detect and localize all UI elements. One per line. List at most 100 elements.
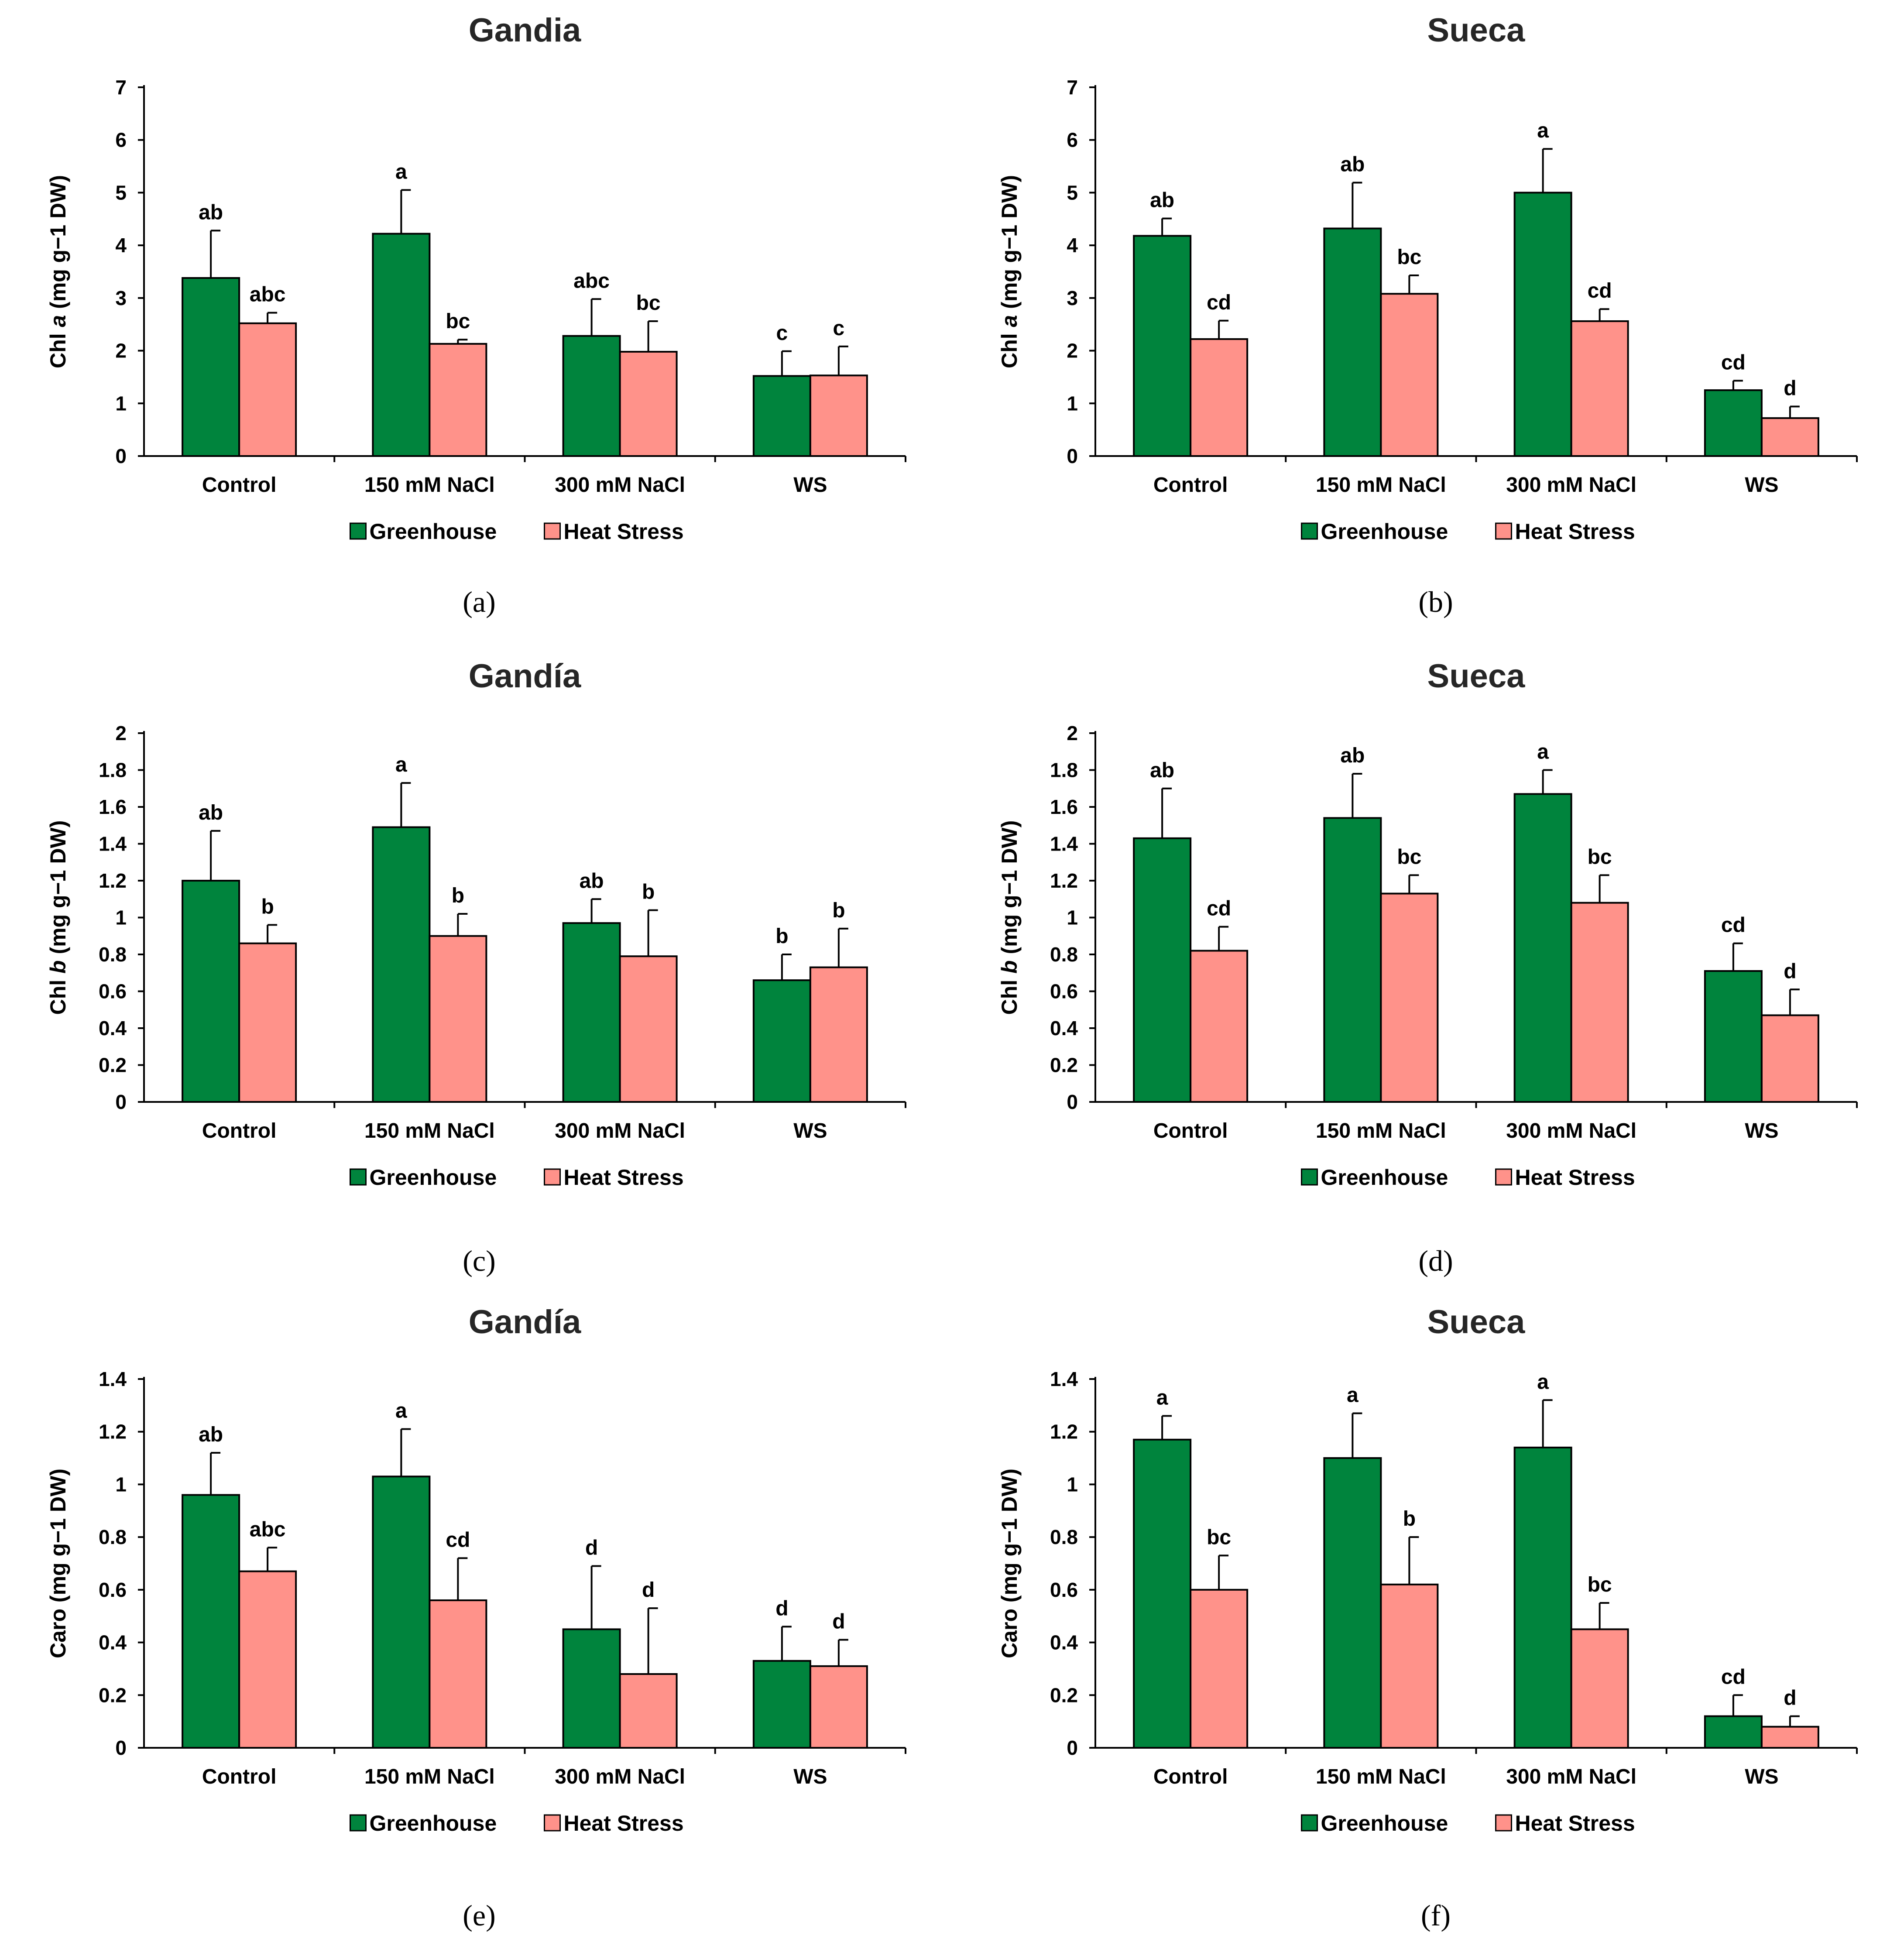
legend-label-heat-stress: Heat Stress <box>1515 1811 1635 1836</box>
y-tick-label: 0.8 <box>99 1526 127 1548</box>
heat-stress-bar <box>1380 1583 1439 1749</box>
heat-stress-bar <box>429 935 487 1103</box>
greenhouse-bar <box>1704 970 1763 1103</box>
y-tick-label: 6 <box>1067 129 1078 151</box>
heat-stress-bar <box>1380 293 1439 457</box>
significance-letter: a <box>1537 1370 1549 1393</box>
y-tick-label: 2 <box>115 722 127 745</box>
y-tick-label: 1.2 <box>1050 869 1078 892</box>
chart-panel-e: Gandía Caro (mg g−1 DW) 0 0.2 0.4 0.6 0.8 1 1.2 1… <box>0 1292 951 1938</box>
legend-label-heat-stress: Heat Stress <box>564 1165 684 1190</box>
y-tick-label: 0.4 <box>99 1631 127 1654</box>
significance-letter: b <box>832 899 845 922</box>
greenhouse-bar <box>182 880 240 1103</box>
caption-e: (e) <box>463 1899 496 1932</box>
significance-letter: ab <box>1150 759 1174 782</box>
greenhouse-bar <box>752 979 811 1103</box>
chart-panel-b: Sueca Chl a (mg g−1 DW) 0 1 2 3 4 5 6 7 Control ab c… <box>951 0 1903 646</box>
y-axis-label: Chl a (mg g−1 DW) <box>997 175 1022 368</box>
y-axis-label-prefix: Chl <box>46 327 70 368</box>
greenhouse-bar <box>372 826 431 1103</box>
y-axis-label-suffix: (mg g−1 DW) <box>46 820 70 961</box>
greenhouse-bar <box>1513 1446 1572 1749</box>
y-tick-label: 0.8 <box>1050 1526 1078 1548</box>
chart-title: Gandía <box>469 1304 581 1341</box>
significance-letter: cd <box>446 1528 470 1551</box>
significance-letter: d <box>1784 1687 1796 1710</box>
category-label: Control <box>1153 1765 1228 1788</box>
chart-svg-e: Gandía Caro (mg g−1 DW) 0 0.2 0.4 0.6 0.8 1 1.2 1… <box>46 1304 906 1836</box>
significance-letter: a <box>1156 1386 1168 1410</box>
greenhouse-bar <box>562 335 621 457</box>
category-label: WS <box>1745 1765 1778 1788</box>
greenhouse-bar <box>1133 1438 1192 1749</box>
significance-letter: d <box>775 1597 788 1620</box>
legend-swatch-heat-stress <box>544 522 561 540</box>
significance-letter: b <box>642 881 655 904</box>
y-tick-label: 0.4 <box>99 1017 127 1040</box>
y-axis-label-prefix: Caro (mg g−1 DW) <box>46 1469 70 1658</box>
y-axis-label-italic: b <box>46 960 70 974</box>
y-tick-label: 1.4 <box>1050 833 1078 855</box>
significance-letter: ab <box>199 801 223 824</box>
caption-f: (f) <box>1421 1899 1451 1932</box>
y-tick-label: 5 <box>1067 181 1078 204</box>
y-tick-label: 1 <box>1067 1473 1078 1496</box>
significance-letter: ab <box>1340 153 1365 176</box>
heat-stress-bar <box>1190 338 1249 457</box>
y-tick-label: 3 <box>1067 287 1078 309</box>
significance-letter: ab <box>1340 744 1365 767</box>
significance-letter: c <box>833 317 845 340</box>
y-tick-label: 0.8 <box>1050 943 1078 966</box>
y-tick-label: 1.4 <box>99 1368 127 1390</box>
heat-stress-bar <box>1190 1589 1249 1749</box>
legend-swatch-heat-stress <box>1495 522 1512 540</box>
legend-swatch-greenhouse <box>350 522 367 540</box>
legend-swatch-greenhouse <box>1301 1168 1318 1186</box>
heat-stress-bar <box>1760 417 1819 457</box>
significance-letter: bc <box>1397 246 1421 269</box>
heat-stress-bar <box>619 1673 678 1749</box>
y-axis-label: Caro (mg g−1 DW) <box>997 1469 1022 1658</box>
y-tick-label: 0.6 <box>99 980 127 1003</box>
y-tick-label: 0.2 <box>1050 1684 1078 1706</box>
y-tick-label: 2 <box>115 340 127 362</box>
chart-title: Gandía <box>469 658 581 695</box>
heat-stress-bar <box>429 343 487 457</box>
category-label: 300 mM NaCl <box>1506 1119 1636 1143</box>
greenhouse-bar <box>1323 1457 1382 1749</box>
category-label: 300 mM NaCl <box>1506 473 1636 497</box>
y-tick-label: 1.4 <box>1050 1368 1078 1390</box>
y-tick-label: 1.2 <box>1050 1420 1078 1443</box>
chart-title: Sueca <box>1427 1304 1526 1341</box>
significance-letter: abc <box>573 269 610 292</box>
significance-letter: b <box>1403 1507 1416 1530</box>
greenhouse-bar <box>1133 837 1192 1103</box>
significance-letter: bc <box>1207 1526 1231 1549</box>
category-label: WS <box>793 1765 827 1788</box>
y-tick-label: 1.8 <box>1050 759 1078 782</box>
legend-label-heat-stress: Heat Stress <box>564 519 684 544</box>
greenhouse-bar <box>1133 235 1192 457</box>
heat-stress-bar <box>238 322 297 457</box>
legend-swatch-heat-stress <box>544 1168 561 1186</box>
significance-letter: bc <box>1397 845 1421 868</box>
y-tick-label: 1 <box>1067 906 1078 929</box>
greenhouse-bar <box>372 1475 431 1749</box>
heat-stress-bar <box>1760 1726 1819 1749</box>
legend-label-greenhouse: Greenhouse <box>1321 519 1448 544</box>
y-tick-label: 0.2 <box>99 1054 127 1077</box>
greenhouse-bar <box>182 277 240 457</box>
y-tick-label: 7 <box>115 76 127 99</box>
significance-letter: bc <box>1588 845 1612 868</box>
y-axis-label-suffix: (mg g−1 DW) <box>997 175 1022 315</box>
greenhouse-bar <box>562 1628 621 1749</box>
significance-letter: d <box>1784 377 1796 400</box>
y-tick-label: 1 <box>115 906 127 929</box>
greenhouse-bar <box>1323 227 1382 457</box>
heat-stress-bar <box>809 1665 868 1749</box>
significance-letter: abc <box>250 1518 286 1541</box>
legend-label-greenhouse: Greenhouse <box>370 1165 497 1190</box>
caption-c: (c) <box>463 1244 496 1277</box>
